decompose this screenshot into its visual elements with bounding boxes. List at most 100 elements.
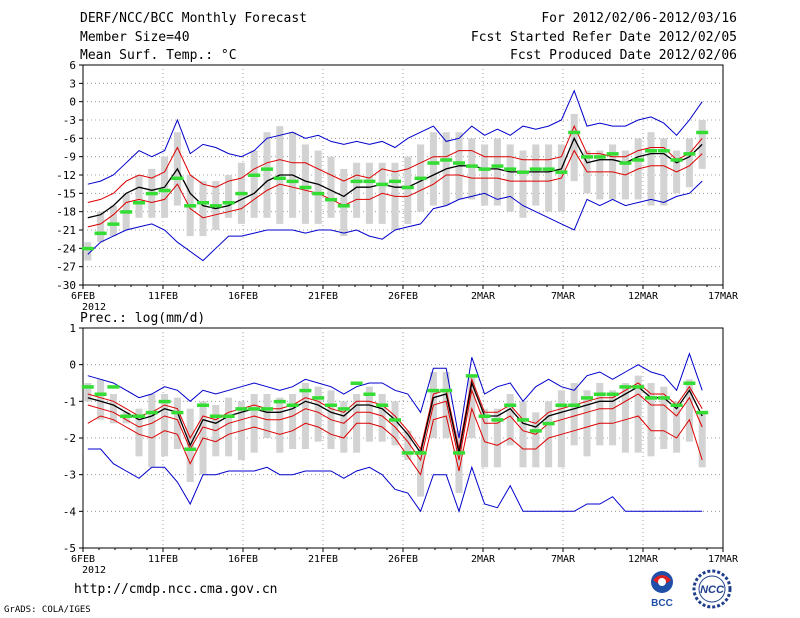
forecast-started: Fcst Started Refer Date 2012/02/05: [470, 30, 737, 45]
observed-mark: [670, 403, 683, 407]
spread-bar: [481, 408, 489, 468]
observed-mark: [145, 191, 158, 196]
spread-bar: [634, 375, 642, 453]
y-tick-label: -21: [56, 224, 76, 237]
ncc-logo: NCC: [692, 569, 732, 609]
spread-bar: [519, 401, 527, 468]
observed-mark: [222, 414, 235, 418]
observed-mark: [312, 396, 325, 400]
series-max: [87, 352, 703, 439]
spread-bar: [340, 401, 348, 453]
observed-mark: [158, 188, 171, 193]
observed-mark: [517, 170, 529, 174]
x-tick-label: 12MAR: [628, 554, 659, 565]
x-tick-label: 6FEB: [71, 291, 95, 302]
spread-bar: [481, 144, 489, 206]
spread-bar: [225, 175, 233, 218]
observed-mark: [261, 167, 273, 171]
y-tick-label: -27: [56, 261, 76, 274]
observed-mark: [81, 385, 94, 389]
observed-mark: [427, 161, 440, 165]
spread-bar: [225, 397, 233, 457]
observed-mark: [606, 392, 619, 396]
spread-bar: [545, 401, 553, 468]
spread-bar: [276, 397, 284, 453]
spread-bar: [532, 144, 540, 206]
x-year-label: 2012: [82, 302, 106, 313]
spread-bar: [353, 162, 361, 218]
x-year-label: 2012: [82, 565, 106, 576]
observed-mark: [568, 403, 581, 407]
y-tick-label: -1: [63, 395, 76, 408]
observed-mark: [529, 167, 542, 171]
observed-mark: [504, 403, 517, 407]
spread-bar: [340, 168, 348, 237]
spread-bar: [301, 383, 309, 449]
spread-bar: [289, 394, 297, 449]
bcc-logo-text: BCC: [651, 598, 673, 608]
spread-bar: [429, 132, 437, 206]
spread-bar: [596, 150, 604, 200]
observed-mark: [120, 210, 133, 214]
chart-title: DERF/NCC/BCC Monthly Forecast: [80, 11, 307, 26]
observed-mark: [696, 130, 709, 135]
spread-bar: [161, 394, 169, 457]
observed-mark: [657, 396, 670, 400]
spread-bar: [468, 375, 476, 438]
observed-mark: [632, 385, 645, 389]
observed-mark: [491, 418, 504, 422]
spread-bar: [583, 390, 591, 457]
observed-mark: [325, 197, 337, 202]
y-tick-label: -6: [63, 132, 76, 145]
forecast-range: For 2012/02/06-2012/03/16: [541, 11, 737, 26]
spread-bar: [660, 138, 668, 206]
observed-mark: [299, 185, 312, 190]
spread-bar: [97, 379, 105, 420]
observed-mark: [376, 403, 389, 407]
spread-bar: [685, 379, 693, 442]
x-tick-label: 16FEB: [228, 291, 258, 302]
spread-bar: [545, 144, 553, 212]
observed-mark: [619, 161, 632, 165]
spread-bar: [442, 372, 450, 438]
observed-mark: [133, 414, 145, 418]
observed-mark: [145, 410, 158, 415]
observed-mark: [645, 396, 657, 400]
spread-bar: [148, 394, 156, 468]
observed-mark: [619, 385, 632, 389]
observed-mark: [350, 179, 363, 184]
y-tick-label: 1: [69, 322, 76, 335]
spread-bar: [365, 386, 373, 442]
spread-bar: [532, 412, 540, 468]
x-tick-label: 6FEB: [71, 554, 95, 565]
source-url[interactable]: http://cmdp.ncc.cma.gov.cn: [74, 582, 278, 597]
observed-mark: [184, 447, 197, 451]
observed-mark: [465, 374, 478, 378]
spread-bar: [250, 150, 258, 218]
spread-bar: [314, 386, 322, 442]
observed-mark: [337, 204, 350, 208]
x-tick-label: 17MAR: [708, 291, 739, 302]
y-tick-label: 3: [69, 77, 76, 90]
observed-mark: [440, 158, 453, 162]
y-tick-label: -3: [63, 114, 76, 127]
x-tick-label: 2MAR: [471, 554, 496, 565]
spread-bar: [250, 394, 258, 453]
variable-label: Mean Surf. Temp.: °C: [80, 48, 237, 63]
observed-mark: [133, 201, 145, 205]
observed-mark: [350, 381, 363, 385]
observed-mark: [517, 418, 529, 422]
observed-mark: [235, 407, 248, 411]
observed-mark: [414, 176, 427, 181]
observed-mark: [478, 414, 491, 418]
observed-mark: [670, 158, 683, 162]
observed-mark: [465, 164, 478, 168]
observed-mark: [363, 392, 376, 396]
x-tick-label: 17MAR: [708, 554, 739, 565]
observed-mark: [286, 403, 299, 407]
observed-mark: [427, 388, 440, 393]
observed-mark: [197, 403, 209, 407]
spread-bar: [609, 390, 617, 446]
observed-mark: [94, 231, 107, 236]
